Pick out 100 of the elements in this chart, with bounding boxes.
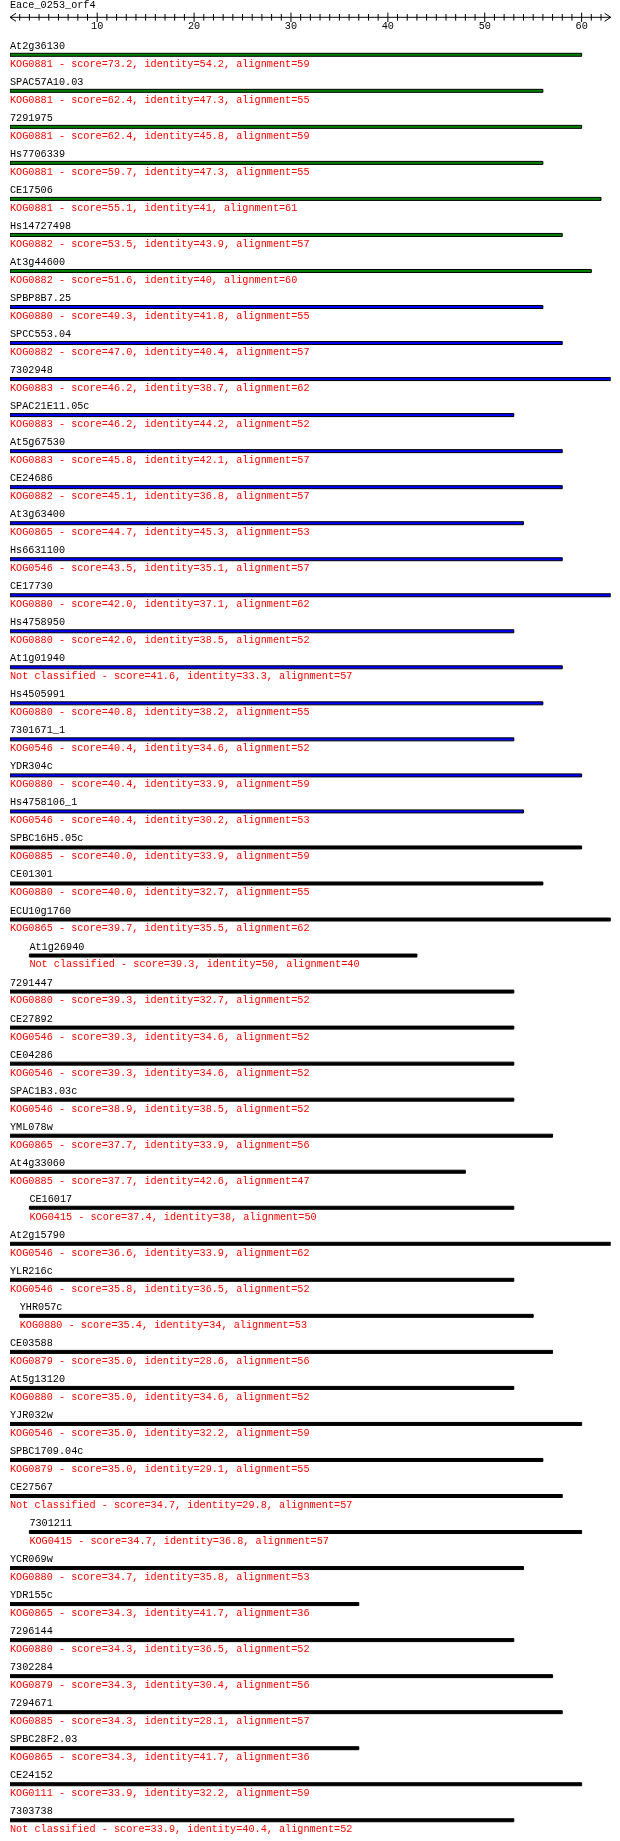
bar xyxy=(10,593,611,598)
data-label: KOG0882 - score=45.1, identity=36.8, alignment=57 xyxy=(10,491,310,503)
bar xyxy=(10,1638,515,1643)
y-tick-label: At1g01940 xyxy=(10,653,66,665)
bar xyxy=(10,268,592,273)
data-label: KOG0546 - score=35.8, identity=36.5, alignment=52 xyxy=(10,1283,310,1295)
y-tick-label: At2g36130 xyxy=(10,40,66,52)
data-label: KOG0883 - score=45.8, identity=42.1, alignment=57 xyxy=(10,455,310,467)
data-label: KOG0885 - score=40.0, identity=33.9, alignment=59 xyxy=(10,851,310,863)
bar xyxy=(10,1746,360,1751)
data-label: Not classified - score=39.3, identity=50, alignment=40 xyxy=(29,959,360,971)
y-tick-label: 7291447 xyxy=(10,977,53,989)
data-label: KOG0865 - score=34.3, identity=41.7, alignment=36 xyxy=(10,1752,310,1764)
bar xyxy=(10,1277,515,1282)
data-label: KOG0883 - score=46.2, identity=38.7, alignment=62 xyxy=(10,382,310,394)
y-tick-label: SPBC1709.04c xyxy=(10,1445,84,1457)
y-tick-label: 7294671 xyxy=(10,1698,53,1710)
bar xyxy=(10,845,583,850)
y-tick-label: SPCC553.04 xyxy=(10,329,72,341)
bar xyxy=(10,160,544,165)
bar xyxy=(10,1710,563,1715)
bar xyxy=(10,521,524,526)
y-tick-label: CE27892 xyxy=(10,1013,53,1025)
x-tick-label: 40 xyxy=(381,21,394,33)
y-tick-label: SPBP8B7.25 xyxy=(10,293,72,305)
bar xyxy=(10,1674,554,1679)
y-tick-label: ECU10g1760 xyxy=(10,905,72,917)
bar xyxy=(10,1061,515,1066)
data-label: KOG0880 - score=40.0, identity=32.7, alignment=55 xyxy=(10,887,310,899)
bar xyxy=(10,124,583,129)
bar xyxy=(10,1349,554,1354)
y-tick-label: 7303738 xyxy=(10,1806,53,1818)
data-label: Not classified - score=41.6, identity=33.3, alignment=57 xyxy=(10,671,353,683)
y-tick-label: Hs7706339 xyxy=(10,148,66,160)
y-tick-label: 7301671_1 xyxy=(10,725,66,737)
y-tick-label: 7302948 xyxy=(10,365,53,377)
data-label: KOG0415 - score=37.4, identity=38, alignment=50 xyxy=(29,1211,317,1223)
x-tick-label: 50 xyxy=(478,21,491,33)
data-label: KOG0880 - score=34.7, identity=35.8, alignment=53 xyxy=(10,1571,310,1583)
y-tick-label: CE24152 xyxy=(10,1770,53,1782)
x-tick-label: 60 xyxy=(575,21,588,33)
bar xyxy=(10,485,563,490)
bar xyxy=(10,557,563,562)
y-tick-label: Hs4505991 xyxy=(10,689,66,701)
y-tick-label: YLR216c xyxy=(10,1265,53,1277)
bar xyxy=(10,1385,515,1390)
x-tick-label: 30 xyxy=(284,21,298,33)
data-label: KOG0865 - score=39.7, identity=35.5, alignment=62 xyxy=(10,923,310,935)
data-label: KOG0879 - score=35.0, identity=28.6, alignment=56 xyxy=(10,1355,310,1367)
y-tick-label: CE03588 xyxy=(10,1337,53,1349)
data-label: KOG0546 - score=39.3, identity=34.6, alignment=52 xyxy=(10,1067,310,1079)
chart-title: Eace_0253_orf4 xyxy=(10,0,96,12)
bar xyxy=(10,1169,466,1174)
data-label: KOG0865 - score=37.7, identity=33.9, alignment=56 xyxy=(10,1139,310,1151)
bar xyxy=(10,1421,583,1426)
data-label: KOG0111 - score=33.9, identity=32.2, alignment=59 xyxy=(10,1788,310,1800)
data-label: KOG0546 - score=36.6, identity=33.9, alignment=62 xyxy=(10,1247,310,1259)
bar xyxy=(10,232,563,237)
bar xyxy=(10,989,515,994)
bar xyxy=(10,1133,554,1138)
bar xyxy=(10,1025,515,1030)
y-tick-label: At5g67530 xyxy=(10,437,66,449)
y-tick-label: 7302284 xyxy=(10,1662,53,1674)
y-tick-label: Hs14727498 xyxy=(10,220,72,232)
y-tick-label: CE17730 xyxy=(10,581,53,593)
y-tick-label: CE27567 xyxy=(10,1482,53,1493)
bar xyxy=(10,196,602,201)
x-tick-label: 10 xyxy=(91,21,104,33)
y-tick-label: YCR069w xyxy=(10,1554,54,1566)
data-label: KOG0881 - score=62.4, identity=45.8, alignment=59 xyxy=(10,130,310,142)
y-tick-label: YDR155c xyxy=(10,1590,53,1602)
data-label: KOG0880 - score=40.4, identity=33.9, alignment=59 xyxy=(10,779,310,791)
y-tick-label: SPAC21E11.05c xyxy=(10,401,90,413)
bar xyxy=(10,88,544,93)
data-label: KOG0880 - score=35.0, identity=34.6, alignment=52 xyxy=(10,1391,310,1403)
y-tick-label: Hs4758950 xyxy=(10,617,66,629)
y-tick-label: At1g26940 xyxy=(29,941,85,953)
data-label: KOG0882 - score=47.0, identity=40.4, alignment=57 xyxy=(10,346,310,358)
data-label: KOG0546 - score=40.4, identity=30.2, alignment=53 xyxy=(10,815,310,827)
y-tick-label: CE24686 xyxy=(10,473,53,485)
y-tick-label: Hs6631100 xyxy=(10,545,66,557)
y-tick-label: YJR032w xyxy=(10,1409,54,1421)
data-label: KOG0865 - score=44.7, identity=45.3, alignment=53 xyxy=(10,527,310,539)
bar xyxy=(10,773,583,778)
data-label: KOG0881 - score=73.2, identity=54.2, alignment=59 xyxy=(10,58,310,70)
y-tick-label: At5g13120 xyxy=(10,1373,66,1385)
bar xyxy=(10,377,611,382)
bar xyxy=(10,1097,515,1102)
y-tick-label: SPBC28F2.03 xyxy=(10,1734,78,1746)
bar xyxy=(19,1313,534,1318)
bar xyxy=(10,449,563,454)
data-label: KOG0881 - score=55.1, identity=41, alignment=61 xyxy=(10,202,298,214)
data-label: KOG0881 - score=59.7, identity=47.3, alignment=55 xyxy=(10,166,310,178)
bar xyxy=(10,737,515,742)
data-label: KOG0546 - score=40.4, identity=34.6, alignment=52 xyxy=(10,743,310,755)
y-tick-label: 7291975 xyxy=(10,112,53,124)
y-tick-label: SPBC16H5.05c xyxy=(10,833,84,845)
y-tick-label: CE01301 xyxy=(10,869,53,881)
data-label: KOG0879 - score=34.3, identity=30.4, alignment=56 xyxy=(10,1680,310,1692)
data-label: Not classified - score=33.9, identity=40.4, alignment=52 xyxy=(10,1824,353,1836)
